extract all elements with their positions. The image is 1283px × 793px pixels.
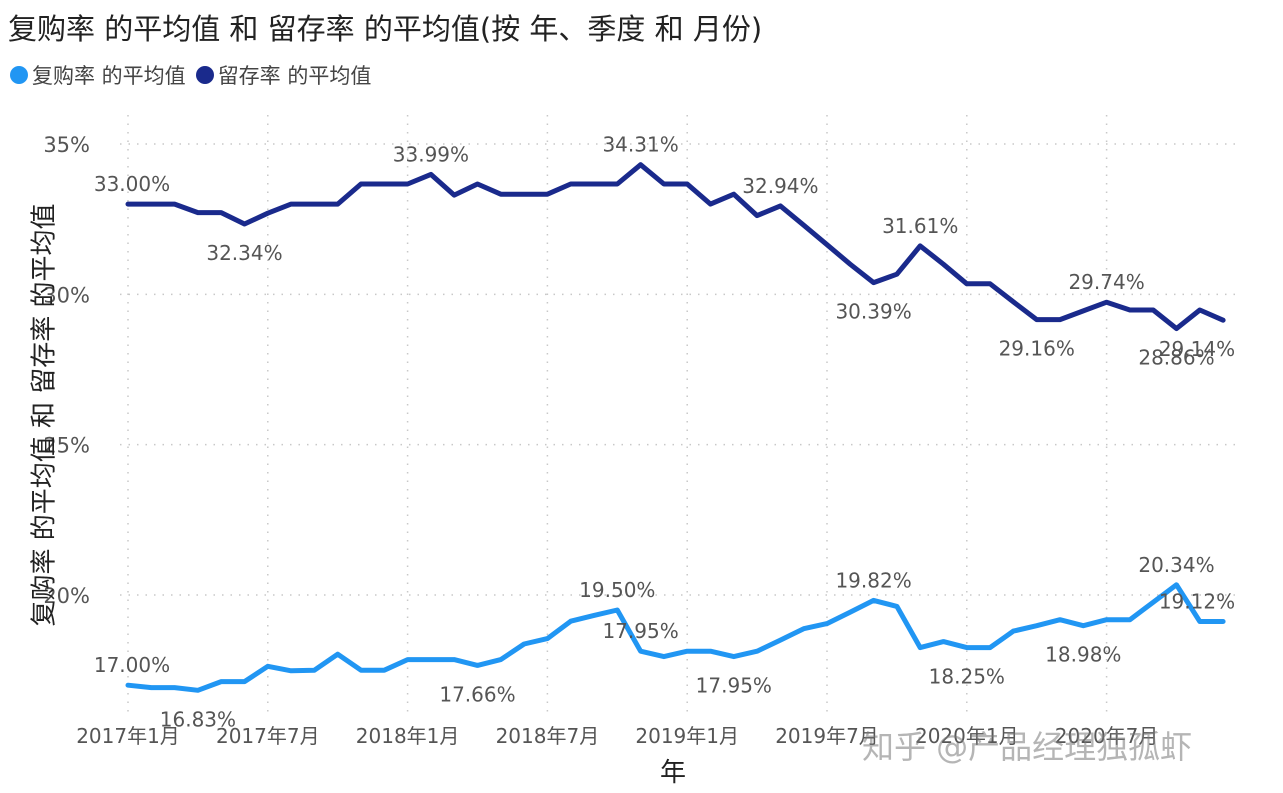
data-label: 16.83%	[160, 707, 236, 731]
legend-label-retention: 留存率 的平均值	[217, 64, 372, 88]
x-tick-label: 2017年7月	[216, 724, 320, 748]
data-label: 19.82%	[835, 568, 911, 592]
y-tick-label: 35%	[43, 133, 90, 157]
legend-item-retention[interactable]: 留存率 的平均值	[195, 60, 372, 90]
data-label: 31.61%	[882, 214, 958, 238]
data-label: 32.94%	[742, 174, 818, 198]
legend-dot-retention-icon	[195, 66, 214, 84]
legend: 复购率 的平均值 留存率 的平均值	[10, 60, 381, 90]
y-tick-label: 25%	[43, 434, 90, 458]
series-line-1	[125, 162, 1226, 332]
x-tick-label: 2020年1月	[915, 724, 1019, 748]
legend-item-repurchase[interactable]: 复购率 的平均值	[10, 60, 186, 90]
data-label: 20.34%	[1138, 553, 1214, 577]
data-label: 33.00%	[94, 172, 170, 196]
watermark: 知乎 @产品经理独孤虾	[862, 728, 1193, 766]
y-tick-label: 20%	[43, 584, 90, 608]
y-axis-label: 复购率 的平均值 和 留存率 的平均值	[29, 203, 60, 627]
data-label: 32.34%	[206, 241, 282, 265]
data-label: 34.31%	[602, 133, 678, 157]
data-label: 19.50%	[579, 578, 655, 602]
x-tick-label: 2018年7月	[496, 724, 600, 748]
data-label: 28.86%	[1138, 346, 1214, 370]
legend-dot-repurchase-icon	[10, 66, 28, 84]
series-line-0	[125, 582, 1226, 693]
x-axis-label: 年	[660, 758, 687, 788]
legend-label-repurchase: 复购率 的平均值	[32, 64, 186, 88]
data-label: 18.98%	[1045, 643, 1121, 667]
chart-title: 复购率 的平均值 和 留存率 的平均值(按 年、季度 和 月份)	[8, 12, 763, 46]
data-label: 29.14%	[1159, 337, 1235, 361]
x-tick-label: 2017年1月	[76, 724, 180, 748]
data-label: 30.39%	[835, 300, 911, 324]
y-tick-label: 30%	[43, 283, 90, 307]
data-label: 17.95%	[696, 674, 772, 698]
data-label: 17.95%	[602, 619, 678, 643]
data-label: 19.12%	[1159, 589, 1235, 613]
data-label: 29.74%	[1068, 270, 1144, 294]
data-label: 18.25%	[929, 665, 1005, 689]
x-tick-label: 2020年7月	[1055, 724, 1159, 748]
x-tick-label: 2019年7月	[775, 724, 879, 748]
data-label: 17.66%	[439, 682, 515, 706]
x-tick-label: 2019年1月	[635, 724, 739, 748]
data-label: 29.16%	[999, 337, 1075, 361]
data-label: 33.99%	[393, 142, 469, 166]
x-tick-label: 2018年1月	[356, 724, 460, 748]
data-label: 17.00%	[94, 653, 170, 677]
